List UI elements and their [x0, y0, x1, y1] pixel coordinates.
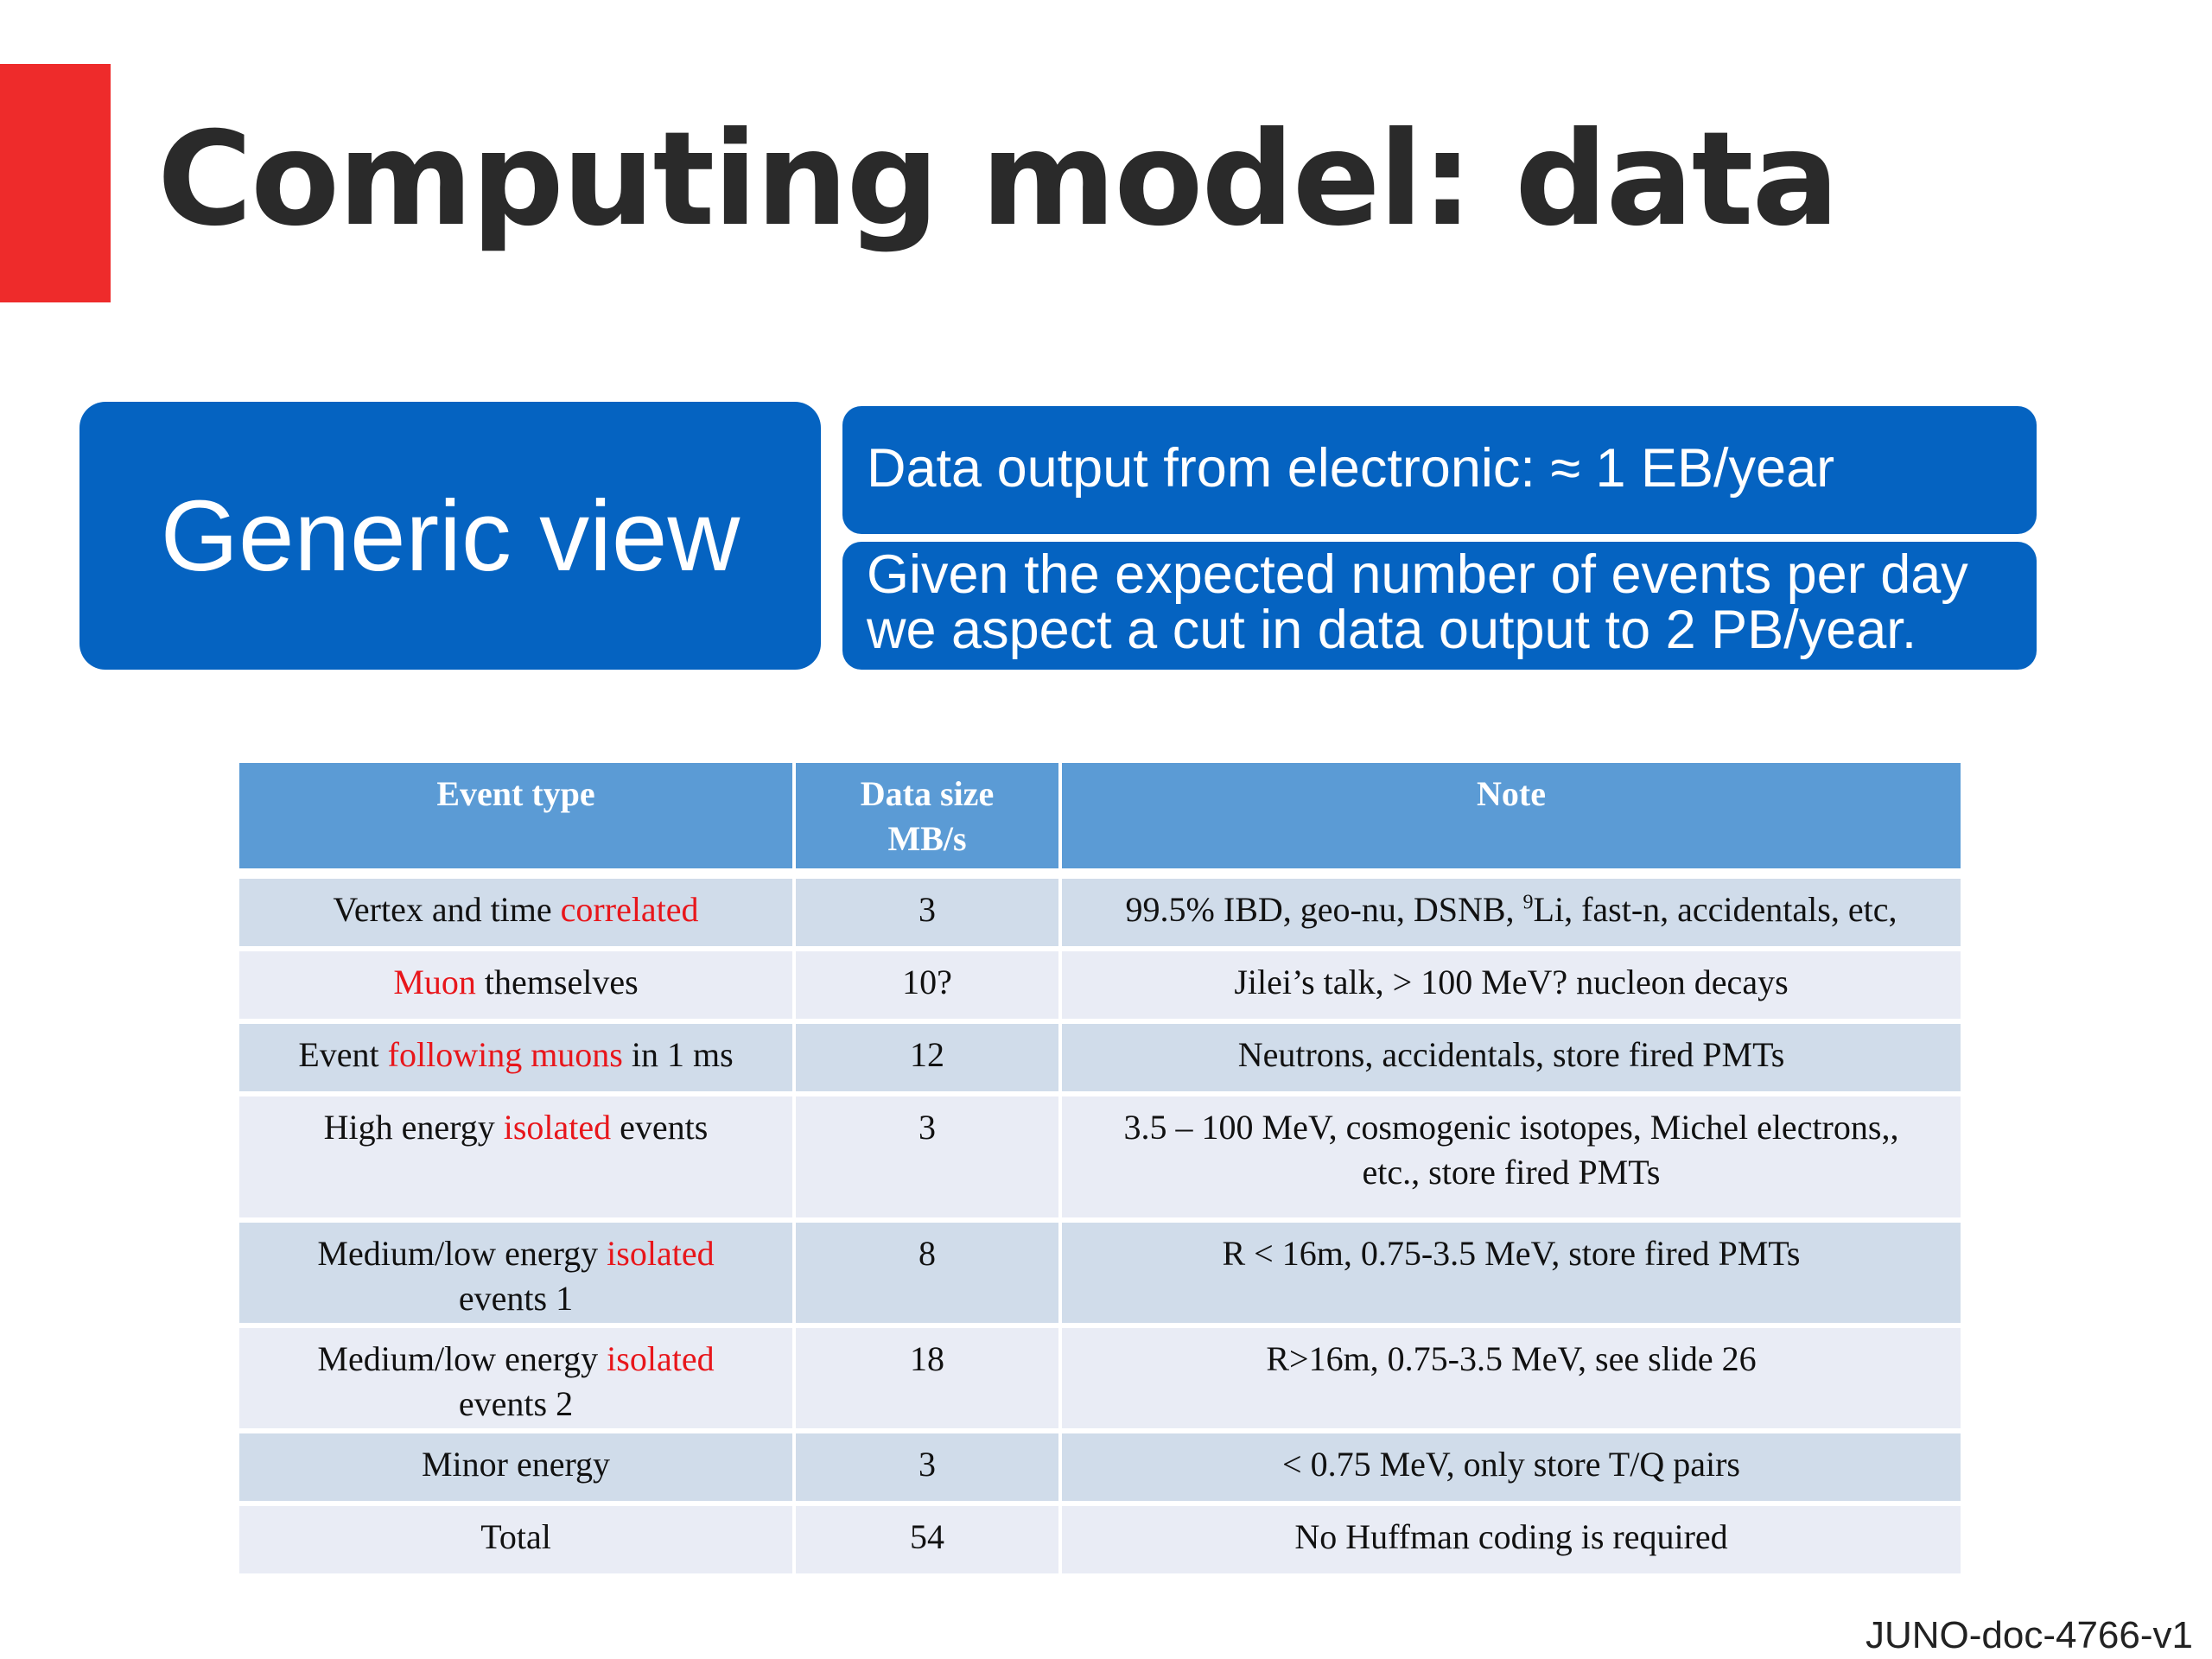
data-size-cell: 12 — [796, 1019, 1062, 1091]
generic-view-label: Generic view — [160, 480, 741, 592]
event-type-cell: Minor energy — [239, 1428, 796, 1501]
event-type-text: events — [611, 1108, 709, 1147]
note-cell: 99.5% IBD, geo-nu, DSNB, 9Li, fast-n, ac… — [1062, 874, 1961, 946]
note-cell: R < 16m, 0.75-3.5 MeV, store fired PMTs — [1062, 1217, 1961, 1323]
event-type-highlight: Muon — [393, 963, 476, 1001]
header-note: Note — [1062, 763, 1961, 874]
table-header-row: Event type Data size MB/s Note — [239, 763, 1961, 874]
data-size-cell: 54 — [796, 1501, 1062, 1573]
event-type-cell: Vertex and time correlated — [239, 874, 796, 946]
event-type-cell: Muon themselves — [239, 946, 796, 1019]
data-size-cell: 8 — [796, 1217, 1062, 1323]
table-row: Medium/low energy isolated events 2 18 R>… — [239, 1323, 1961, 1428]
table-row: Minor energy 3 < 0.75 MeV, only store T/… — [239, 1428, 1961, 1501]
table-row: High energy isolated events 3 3.5 – 100 … — [239, 1091, 1961, 1217]
event-type-cell: Medium/low energy isolated events 1 — [239, 1217, 796, 1323]
data-size-cell: 3 — [796, 874, 1062, 946]
event-type-cell: Total — [239, 1501, 796, 1573]
event-type-text: Vertex and time — [333, 890, 561, 929]
data-cut-text-line-2: we aspect a cut in data output to 2 PB/y… — [867, 600, 1917, 660]
event-type-highlight: isolated — [607, 1339, 715, 1378]
event-type-text-line-2: events 2 — [458, 1384, 574, 1423]
event-type-text: Event — [298, 1035, 388, 1074]
data-cut-box: Given the expected number of events per … — [842, 542, 2037, 670]
event-type-text-line-2: events 1 — [458, 1279, 574, 1318]
table-row: Muon themselves 10? Jilei’s talk, > 100 … — [239, 946, 1961, 1019]
note-cell: Jilei’s talk, > 100 MeV? nucleon decays — [1062, 946, 1961, 1019]
event-type-text: themselves — [475, 963, 639, 1001]
note-superscript: 9 — [1522, 891, 1534, 914]
event-type-text: Medium/low energy — [317, 1339, 607, 1378]
event-type-cell: Medium/low energy isolated events 2 — [239, 1323, 796, 1428]
event-type-highlight: following muons — [387, 1035, 623, 1074]
note-cell: 3.5 – 100 MeV, cosmogenic isotopes, Mich… — [1062, 1091, 1961, 1217]
generic-view-box: Generic view — [79, 402, 821, 670]
event-type-cell: High energy isolated events — [239, 1091, 796, 1217]
event-type-text: High energy — [323, 1108, 504, 1147]
event-type-highlight: correlated — [560, 890, 699, 929]
data-size-cell: 3 — [796, 1428, 1062, 1501]
note-text-line-2: etc., store fired PMTs — [1362, 1153, 1661, 1192]
event-type-text: Medium/low energy — [317, 1234, 607, 1273]
data-output-text: Data output from electronic: ≈ 1 EB/year — [867, 438, 1835, 499]
table-row: Medium/low energy isolated events 1 8 R <… — [239, 1217, 1961, 1323]
data-size-cell: 10? — [796, 946, 1062, 1019]
event-type-highlight: isolated — [607, 1234, 715, 1273]
data-output-box: Data output from electronic: ≈ 1 EB/year — [842, 406, 2037, 534]
header-data-size-unit: MB/s — [887, 819, 967, 858]
header-event-type: Event type — [239, 763, 796, 874]
note-cell: < 0.75 MeV, only store T/Q pairs — [1062, 1428, 1961, 1501]
table-row: Event following muons in 1 ms 12 Neutron… — [239, 1019, 1961, 1091]
slide-title: Computing model: data — [157, 105, 1840, 255]
data-size-cell: 3 — [796, 1091, 1062, 1217]
header-data-size: Data size MB/s — [796, 763, 1062, 874]
event-type-cell: Event following muons in 1 ms — [239, 1019, 796, 1091]
document-reference: JUNO-doc-4766-v1 — [1865, 1614, 2193, 1656]
data-size-cell: 18 — [796, 1323, 1062, 1428]
table-row: Total 54 No Huffman coding is required — [239, 1501, 1961, 1573]
title-accent-bar — [0, 64, 111, 302]
note-cell: Neutrons, accidentals, store fired PMTs — [1062, 1019, 1961, 1091]
data-cut-text-line-1: Given the expected number of events per … — [867, 544, 1968, 605]
note-text-line-1: 3.5 – 100 MeV, cosmogenic isotopes, Mich… — [1123, 1108, 1899, 1147]
note-cell: No Huffman coding is required — [1062, 1501, 1961, 1573]
header-data-size-line-1: Data size — [860, 774, 995, 813]
note-text: Li, fast-n, accidentals, etc, — [1533, 890, 1897, 929]
note-text: 99.5% IBD, geo-nu, DSNB, — [1125, 890, 1523, 929]
table-row: Vertex and time correlated 3 99.5% IBD, … — [239, 874, 1961, 946]
event-type-highlight: isolated — [503, 1108, 612, 1147]
note-cell: R>16m, 0.75-3.5 MeV, see slide 26 — [1062, 1323, 1961, 1428]
event-type-text: in 1 ms — [622, 1035, 734, 1074]
event-data-table: Event type Data size MB/s Note Vertex an… — [239, 763, 1961, 1573]
